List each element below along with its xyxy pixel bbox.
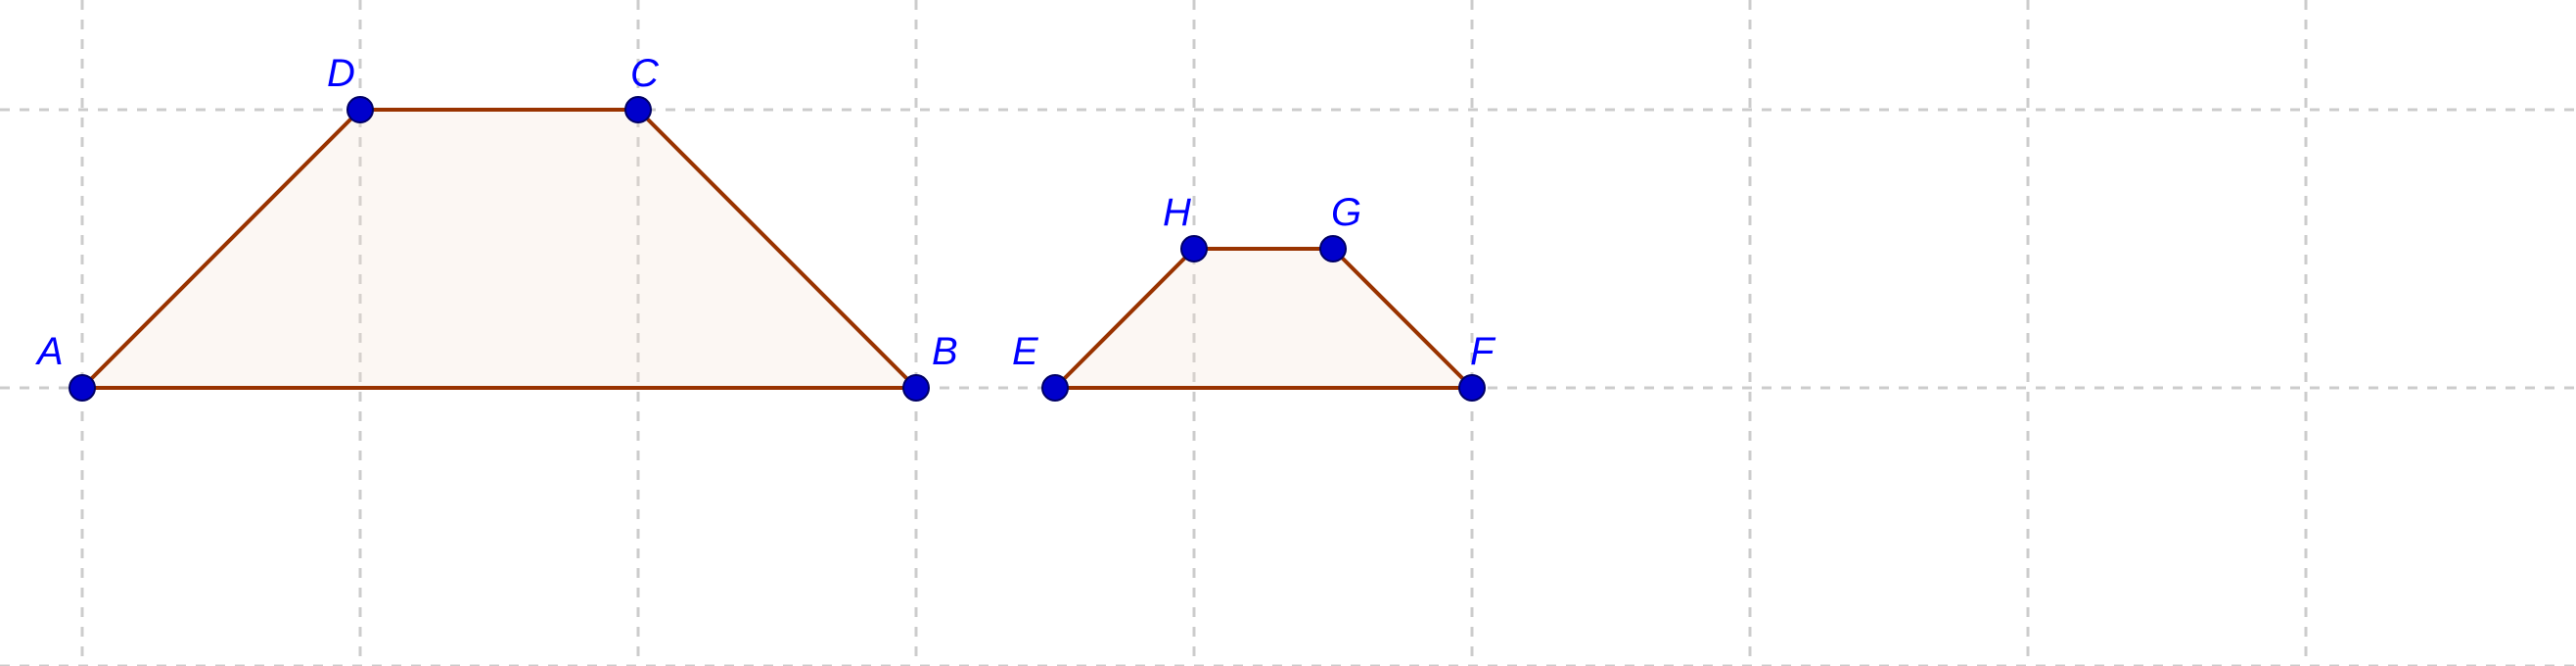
point-g[interactable] [1320, 236, 1346, 262]
point-d[interactable] [347, 97, 373, 122]
point-h[interactable] [1181, 236, 1207, 262]
point-label-e: E [1012, 330, 1039, 373]
geometry-diagram: A B C D E F G H [0, 0, 2576, 666]
point-label-f: F [1470, 330, 1496, 373]
point-label-d: D [327, 52, 355, 95]
shapes [82, 110, 1472, 388]
point-label-b: B [932, 330, 958, 373]
point-f[interactable] [1459, 375, 1485, 401]
trapezoid-efgh [1055, 249, 1472, 388]
point-e[interactable] [1042, 375, 1068, 401]
trapezoid-abcd [82, 110, 916, 388]
point-label-h: H [1163, 191, 1191, 234]
point-label-c: C [630, 52, 660, 95]
point-c[interactable] [625, 97, 651, 122]
point-a[interactable] [69, 375, 95, 401]
point-b[interactable] [903, 375, 929, 401]
point-label-g: G [1331, 191, 1361, 234]
point-label-a: A [35, 330, 64, 373]
